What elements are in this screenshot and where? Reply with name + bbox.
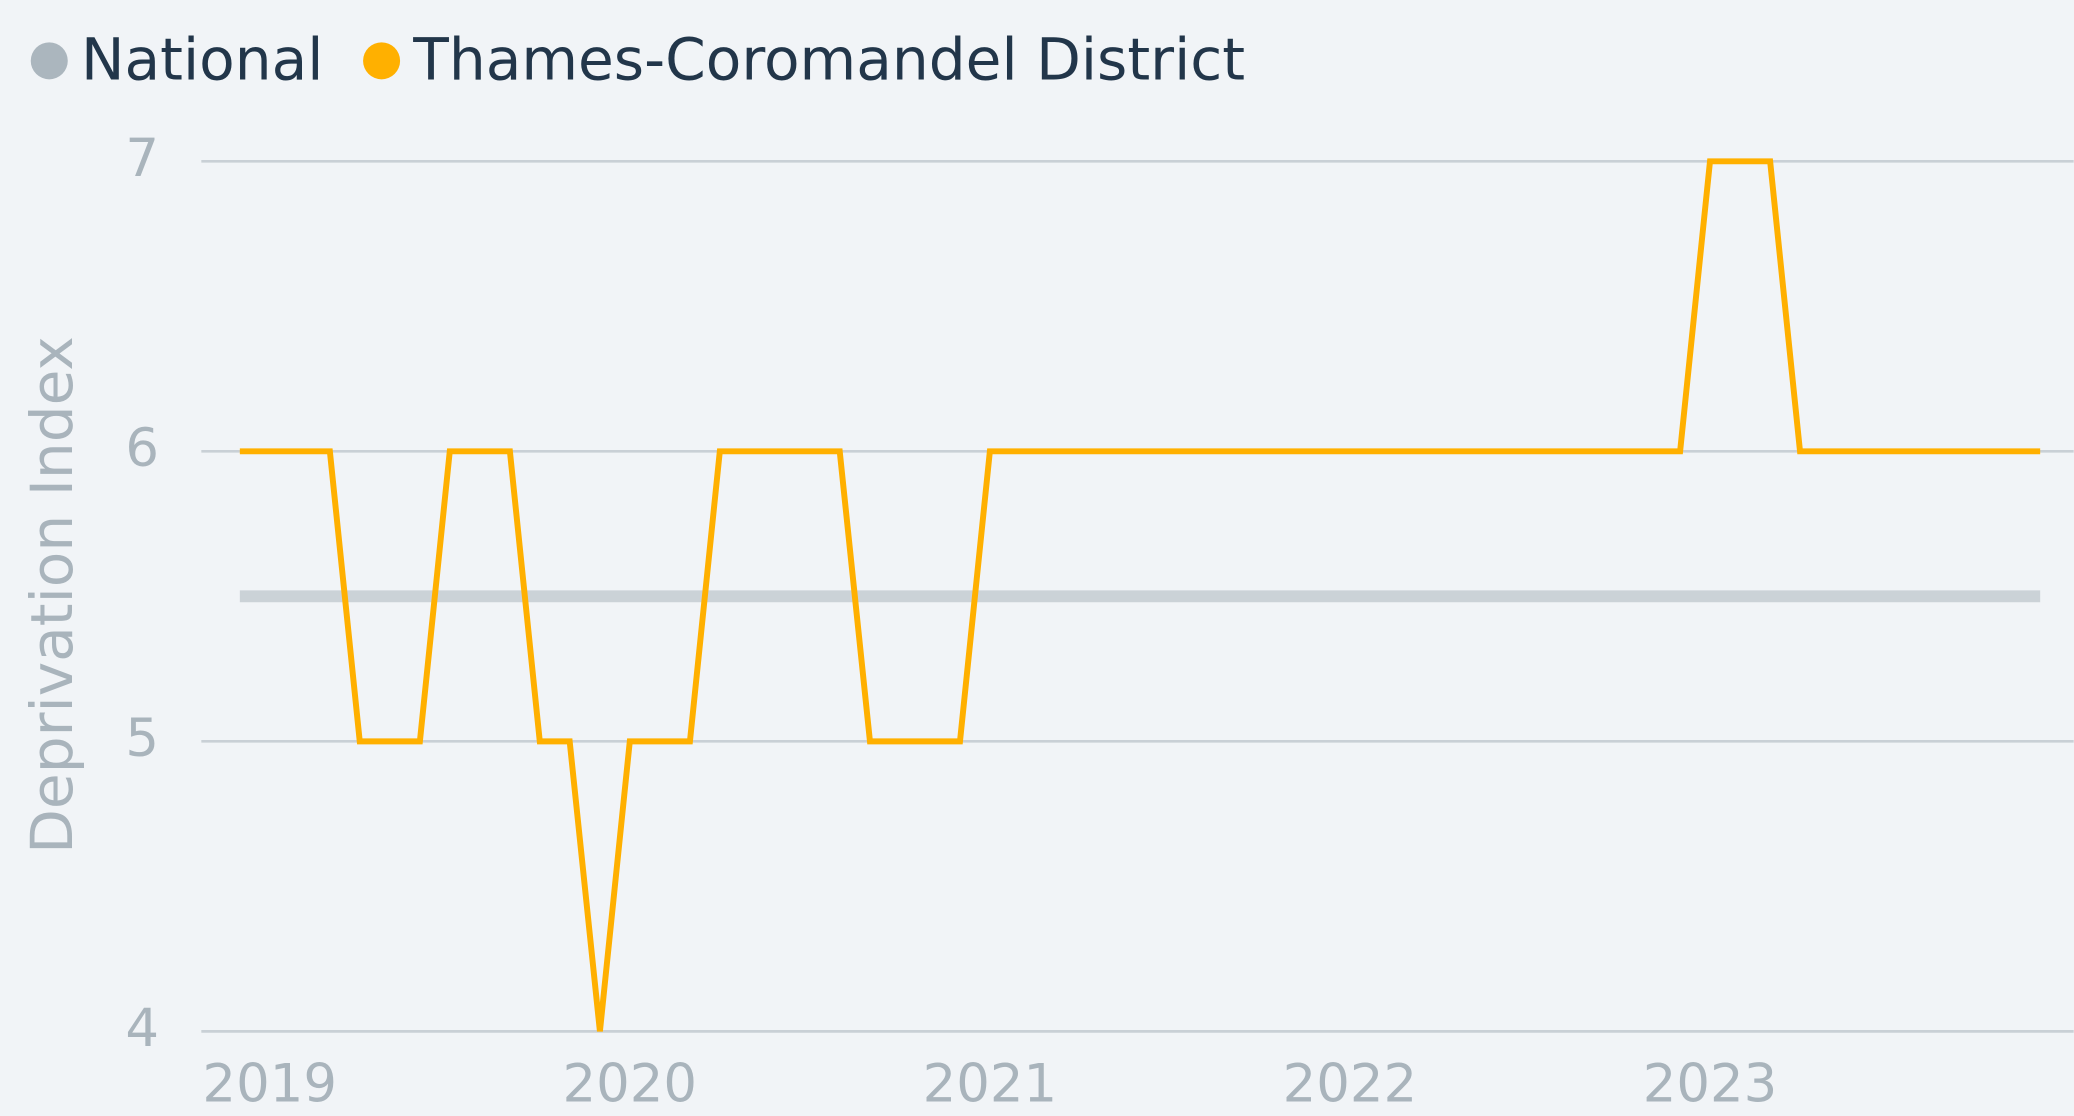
y-tick-label: 6 (125, 418, 159, 479)
legend-marker (30, 42, 68, 80)
y-tick-label: 4 (125, 998, 159, 1059)
legend-marker (363, 42, 401, 80)
y-tick-label: 5 (125, 708, 159, 769)
legend-label: National (81, 26, 323, 94)
x-tick-label: 2020 (563, 1054, 698, 1115)
x-tick-label: 2019 (202, 1054, 337, 1115)
x-tick-label: 2021 (923, 1054, 1058, 1115)
x-tick-label: 2022 (1283, 1054, 1418, 1115)
series-line (239, 158, 2041, 1032)
y-tick-label: 7 (125, 128, 159, 189)
y-axis-label: Deprivation Index (18, 336, 86, 854)
legend-label: Thames-Coromandel District (412, 26, 1245, 94)
x-tick-label: 2023 (1643, 1054, 1778, 1115)
